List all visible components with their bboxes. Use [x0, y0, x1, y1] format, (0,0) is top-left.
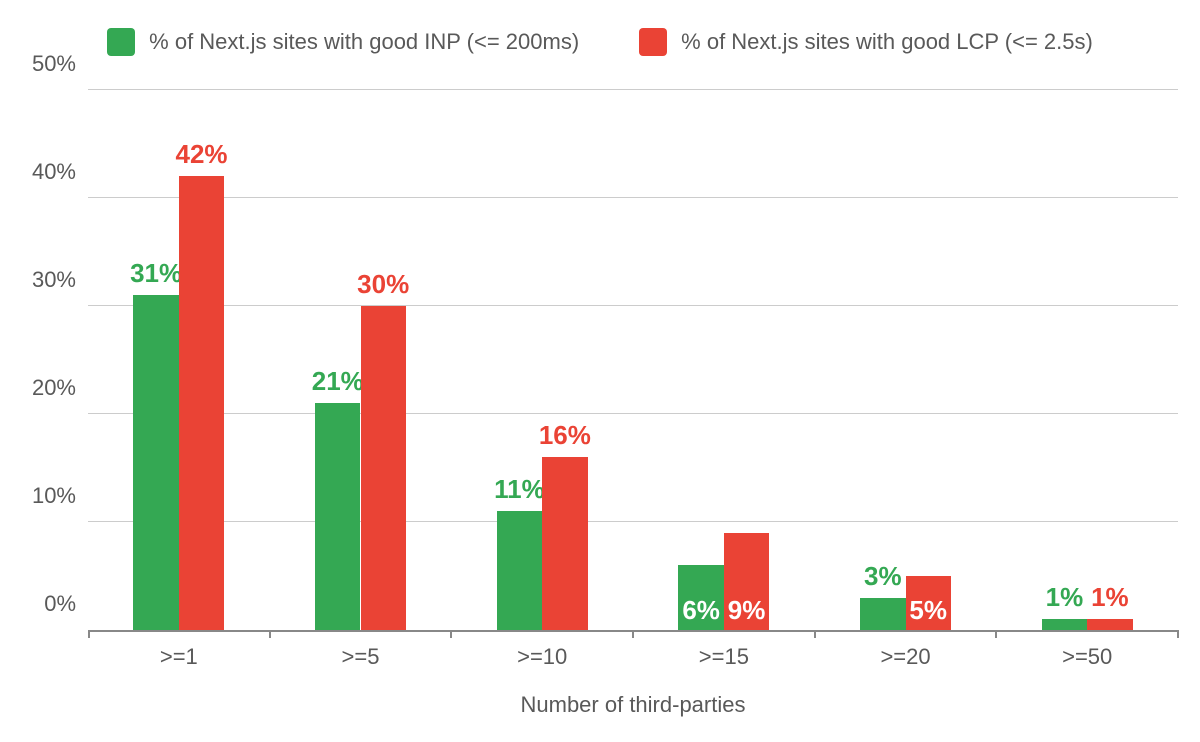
bar-lcp: 9%	[724, 533, 769, 630]
y-tick-label: 20%	[32, 375, 76, 401]
legend-swatch-inp	[107, 28, 135, 56]
bar-label-inp: 21%	[312, 366, 364, 397]
x-tick-label: >=5	[270, 644, 452, 670]
legend-label-inp: % of Next.js sites with good INP (<= 200…	[149, 29, 579, 55]
bar-label-lcp: 1%	[1091, 582, 1129, 613]
bar-label-inp: 31%	[130, 258, 182, 289]
x-tick-label: >=1	[88, 644, 270, 670]
y-tick-label: 50%	[32, 51, 76, 77]
bar-label-inp: 1%	[1046, 582, 1084, 613]
y-tick-label: 40%	[32, 159, 76, 185]
chart-container: % of Next.js sites with good INP (<= 200…	[0, 0, 1200, 742]
x-tick-label: >=50	[996, 644, 1178, 670]
bar-lcp: 5%	[906, 576, 951, 630]
y-tick-label: 30%	[32, 267, 76, 293]
y-axis: 0% 10% 20% 30% 40% 50%	[0, 90, 88, 630]
bar-group: 31% 42% >=1	[88, 90, 270, 630]
legend-label-lcp: % of Next.js sites with good LCP (<= 2.5…	[681, 29, 1093, 55]
bar-inp: 11%	[497, 511, 542, 630]
y-tick-label: 10%	[32, 483, 76, 509]
bar-label-inp: 6%	[682, 595, 720, 626]
bar-groups: 31% 42% >=1 21% 30% >=5	[88, 90, 1178, 630]
x-tick-label: >=15	[633, 644, 815, 670]
bar-lcp: 42%	[179, 176, 224, 630]
bar-inp: 3%	[860, 598, 905, 630]
x-tick-mark	[995, 630, 997, 638]
x-tick-label: >=20	[815, 644, 997, 670]
bar-inp: 1%	[1042, 619, 1087, 630]
y-tick-label: 0%	[44, 591, 76, 617]
bar-group: 11% 16% >=10	[451, 90, 633, 630]
x-tick-mark	[450, 630, 452, 638]
bar-label-lcp: 42%	[176, 139, 228, 170]
bar-inp: 6%	[678, 565, 723, 630]
x-tick-mark	[632, 630, 634, 638]
bar-group: 6% 9% >=15	[633, 90, 815, 630]
legend-item-lcp: % of Next.js sites with good LCP (<= 2.5…	[639, 28, 1093, 56]
bar-lcp: 1%	[1087, 619, 1132, 630]
plot-area: 31% 42% >=1 21% 30% >=5	[88, 90, 1178, 632]
bar-lcp: 30%	[361, 306, 406, 630]
x-tick-mark	[269, 630, 271, 638]
bar-label-inp: 11%	[494, 474, 545, 505]
x-tick-mark	[814, 630, 816, 638]
legend: % of Next.js sites with good INP (<= 200…	[0, 28, 1200, 56]
bar-label-inp: 3%	[864, 561, 902, 592]
x-tick-mark	[88, 630, 90, 638]
bar-lcp: 16%	[542, 457, 587, 630]
bar-group: 21% 30% >=5	[270, 90, 452, 630]
bar-inp: 31%	[133, 295, 178, 630]
bar-label-lcp: 5%	[909, 595, 947, 626]
bar-group: 3% 5% >=20	[815, 90, 997, 630]
bar-label-lcp: 9%	[728, 595, 766, 626]
bar-inp: 21%	[315, 403, 360, 630]
bar-label-lcp: 30%	[357, 269, 409, 300]
x-tick-mark	[1177, 630, 1179, 638]
x-axis-title: Number of third-parties	[88, 692, 1178, 718]
legend-swatch-lcp	[639, 28, 667, 56]
bar-label-lcp: 16%	[539, 420, 591, 451]
legend-item-inp: % of Next.js sites with good INP (<= 200…	[107, 28, 579, 56]
bar-group: 1% 1% >=50	[996, 90, 1178, 630]
x-tick-label: >=10	[451, 644, 633, 670]
